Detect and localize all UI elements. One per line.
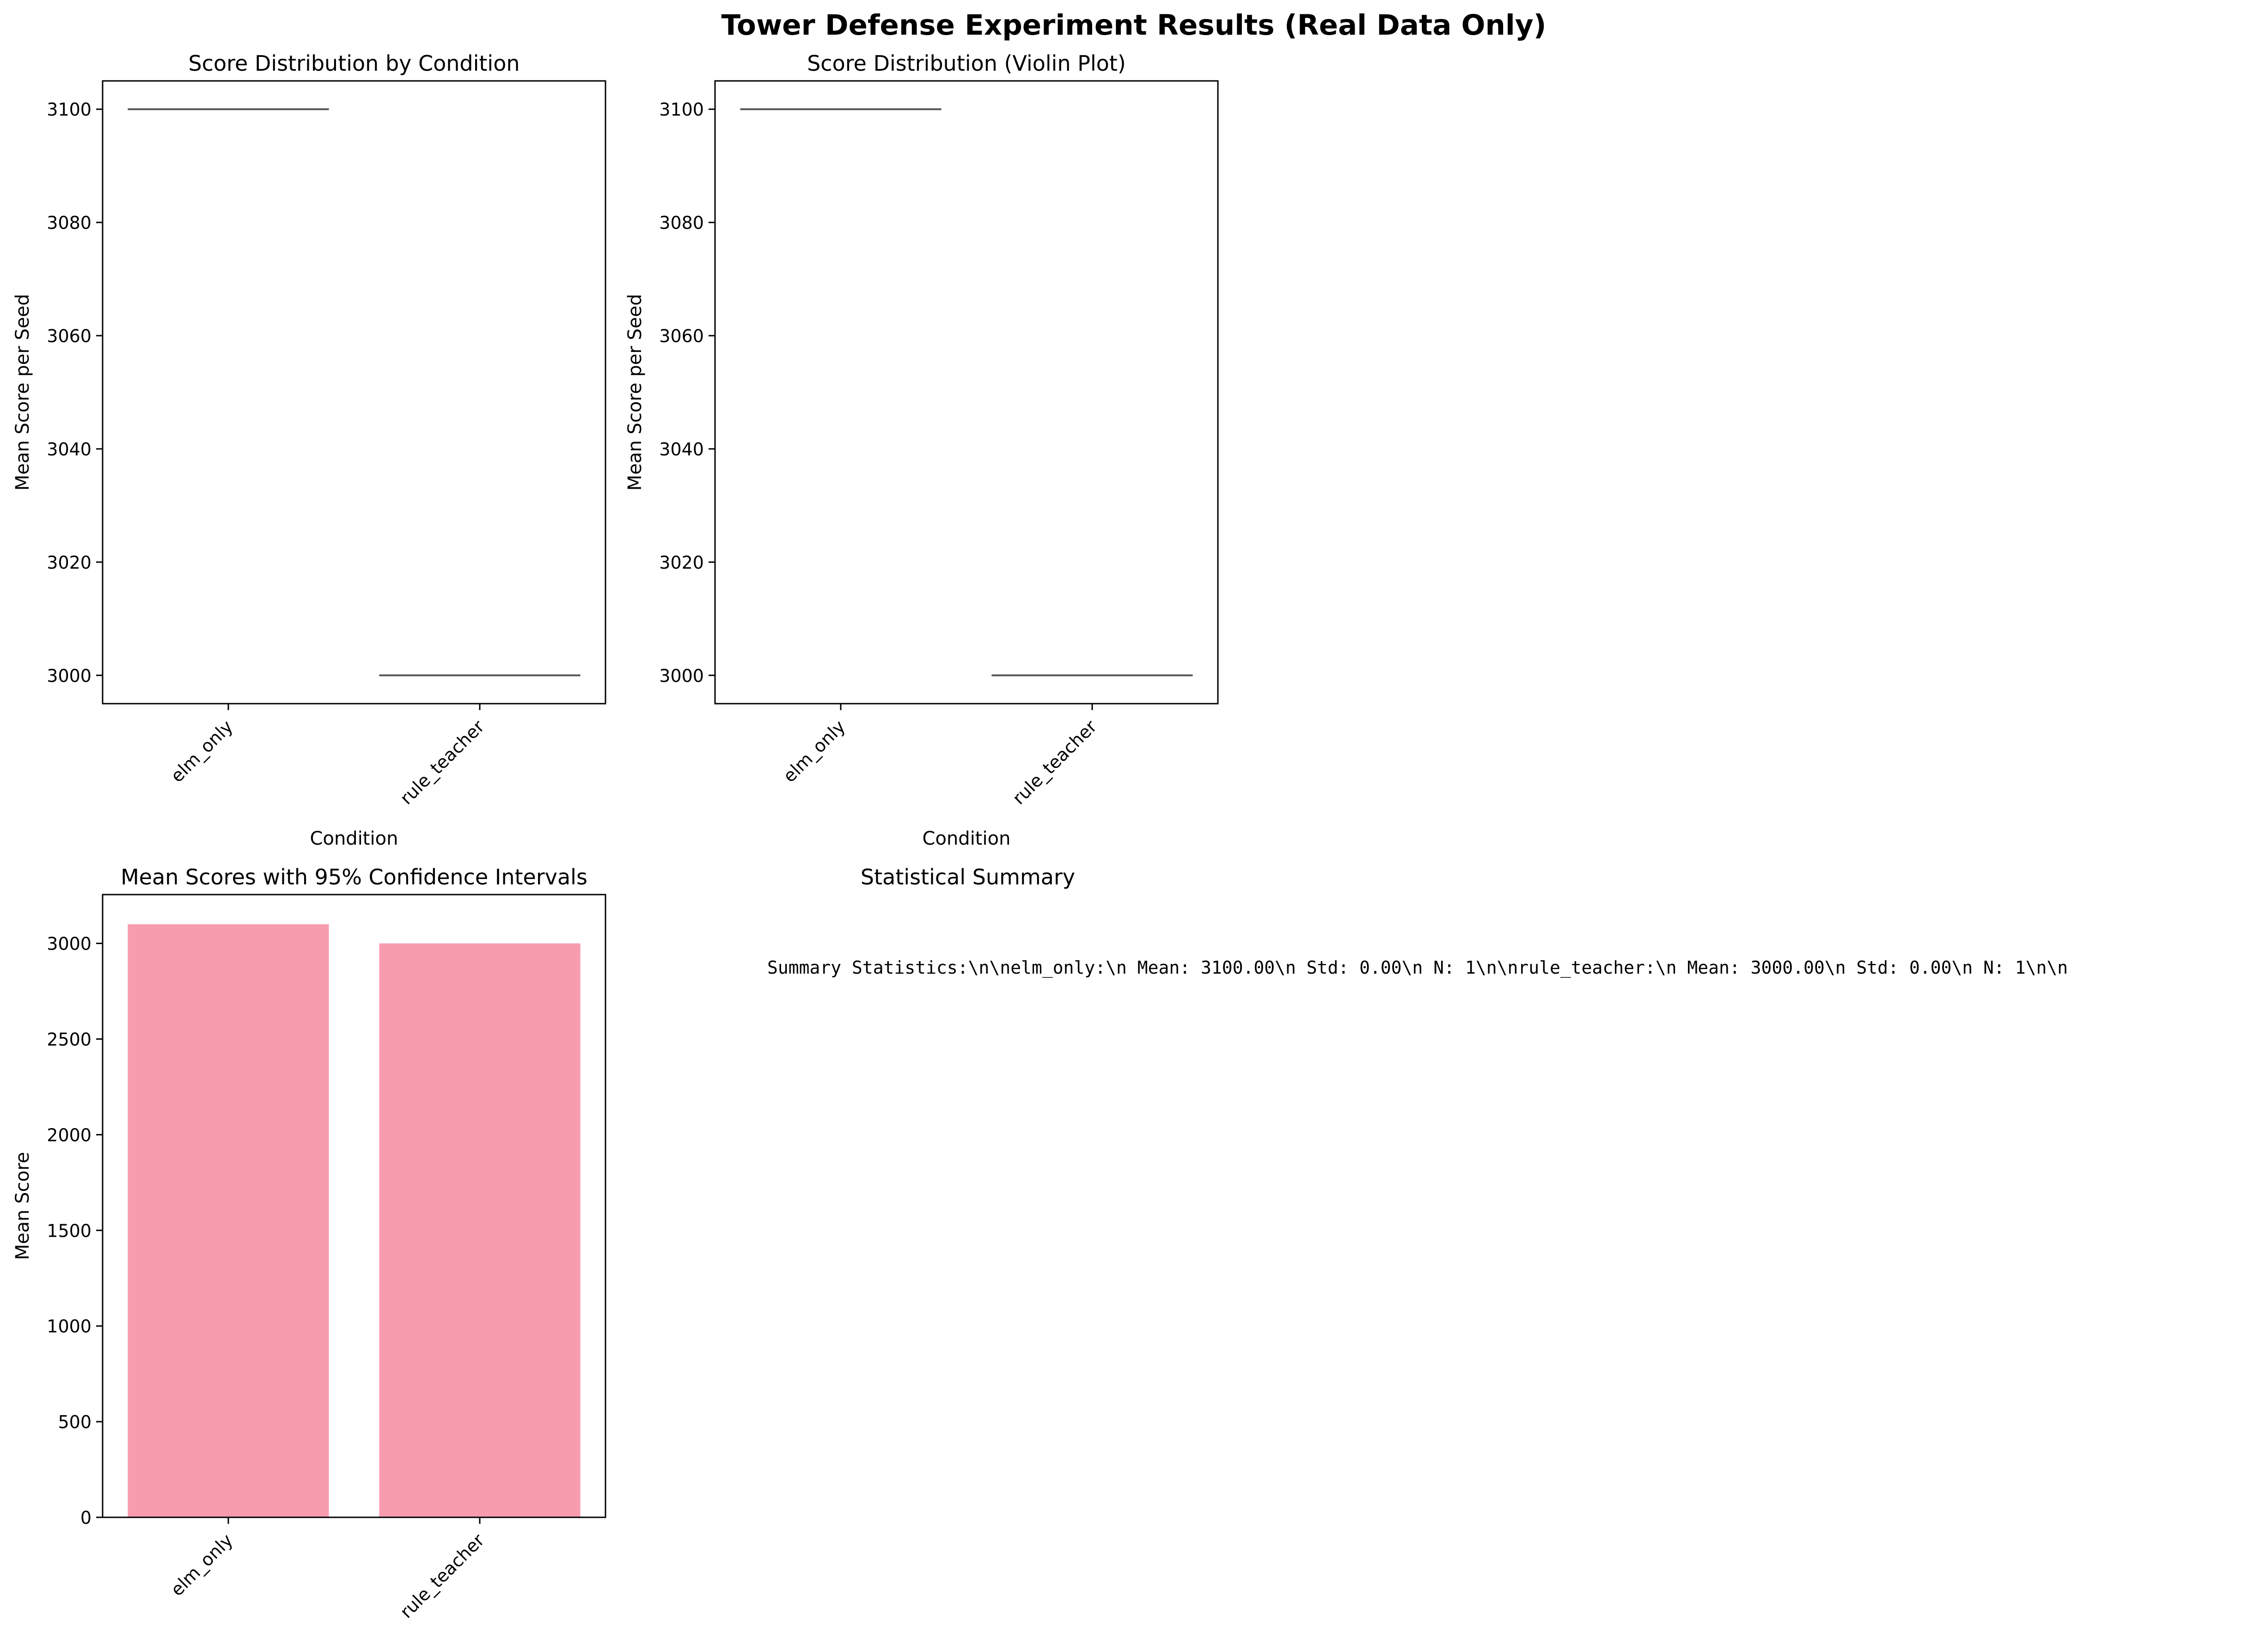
axes-frame xyxy=(102,80,606,705)
x-tick-label: rule_teacher xyxy=(396,1530,489,1622)
subplot-box-0: Score Distribution by Condition 3000 3020 3… xyxy=(12,51,606,849)
x-tick-label: rule_teacher xyxy=(1009,716,1101,809)
x-axis-label: Condition xyxy=(923,828,1011,849)
figure-title: Tower Defense Experiment Results (Real D… xyxy=(721,9,1547,42)
y-tick-label: 3100 xyxy=(47,99,92,120)
y-tick-label: 2000 xyxy=(47,1125,92,1145)
x-tick-label: elm_only xyxy=(167,1530,237,1600)
subplot-title: Score Distribution (Violin Plot) xyxy=(807,51,1126,76)
subplot-title: Score Distribution by Condition xyxy=(189,51,520,76)
y-tick-label: 3040 xyxy=(659,439,704,460)
y-tick-label: 3040 xyxy=(47,439,92,460)
subplot-grid: Score Distribution by Condition 3000 3020 3… xyxy=(12,51,2068,1622)
y-axis-label: Mean Score xyxy=(12,1152,33,1260)
summary-title: Statistical Summary xyxy=(861,865,1075,890)
y-tick-label: 500 xyxy=(58,1412,92,1432)
y-axis-label: Mean Score per Seed xyxy=(624,294,646,491)
axes-frame xyxy=(714,80,1219,705)
y-tick-label: 3000 xyxy=(47,934,92,954)
y-tick-label: 1500 xyxy=(47,1221,92,1241)
subplot-bar-2: Mean Scores with 95% Confidence Interval… xyxy=(12,865,606,1622)
bar-elm_only xyxy=(128,924,329,1517)
y-tick-label: 2500 xyxy=(47,1029,92,1049)
y-tick-label: 3000 xyxy=(659,666,704,686)
x-tick-label: elm_only xyxy=(779,716,850,786)
y-tick-label: 3000 xyxy=(47,666,92,686)
y-tick-label: 3020 xyxy=(659,552,704,573)
x-axis-label: Condition xyxy=(310,828,398,849)
y-tick-label: 3060 xyxy=(659,326,704,346)
y-tick-label: 0 xyxy=(80,1508,92,1528)
y-tick-label: 3080 xyxy=(659,213,704,233)
subplot-summary: Statistical Summary Summary Statistics:\n… xyxy=(767,865,2068,978)
subplot-violin-1: Score Distribution (Violin Plot) 3000 3020… xyxy=(624,51,1219,849)
y-tick-label: 3060 xyxy=(47,326,92,346)
axes-frame xyxy=(102,894,606,1518)
bar-rule_teacher xyxy=(379,943,581,1517)
y-tick-label: 3020 xyxy=(47,552,92,573)
y-tick-label: 3080 xyxy=(47,213,92,233)
y-tick-label: 1000 xyxy=(47,1316,92,1337)
y-tick-label: 3100 xyxy=(659,99,704,120)
subplot-title: Mean Scores with 95% Confidence Interval… xyxy=(121,865,587,890)
summary-text: Summary Statistics:\n\nelm_only:\n Mean:… xyxy=(767,957,2068,978)
y-axis-label: Mean Score per Seed xyxy=(12,294,33,491)
x-tick-label: rule_teacher xyxy=(396,716,489,809)
x-tick-label: elm_only xyxy=(167,716,237,786)
